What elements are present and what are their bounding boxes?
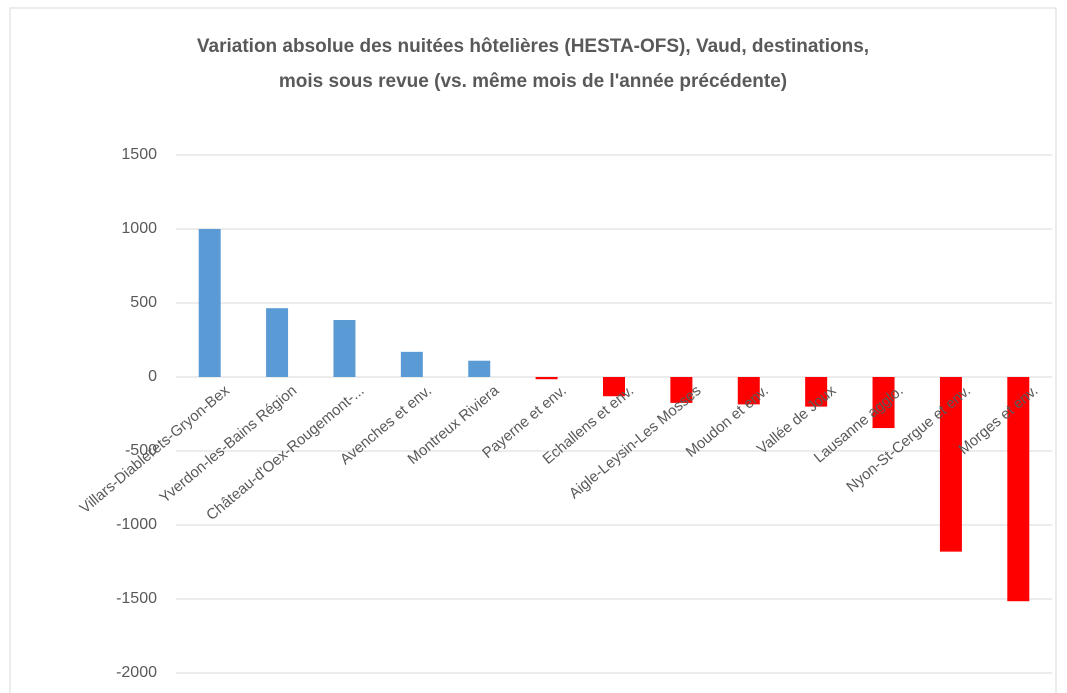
bar (603, 377, 625, 397)
bar (333, 320, 356, 377)
chart-title: mois sous revue (vs. même mois de l'anné… (279, 71, 787, 92)
bar (400, 351, 423, 377)
bar (872, 377, 895, 429)
bar (737, 377, 760, 405)
x-tick-label: Yverdon-les-Bains Région (156, 382, 300, 507)
bar (939, 377, 962, 552)
y-tick-label: -2000 (116, 664, 157, 681)
y-tick-label: 500 (130, 294, 157, 311)
chart-border (9, 7, 1057, 693)
bar (266, 308, 289, 377)
y-tick-label: -500 (125, 442, 157, 459)
bar (670, 377, 693, 403)
x-tick-label: Aigle-Leysin-Les Mosses (566, 382, 705, 502)
bar (1007, 377, 1030, 602)
y-tick-label: 1500 (121, 146, 157, 163)
y-tick-label: -1000 (116, 516, 157, 533)
bar (468, 360, 491, 377)
chart-title: Variation absolue des nuitées hôtelières… (197, 36, 869, 57)
y-tick-label: -1500 (116, 590, 157, 607)
bar (805, 377, 828, 407)
bar (535, 377, 558, 380)
bar (198, 229, 221, 377)
y-tick-label: 1000 (121, 220, 157, 237)
y-tick-label: 0 (148, 368, 157, 385)
